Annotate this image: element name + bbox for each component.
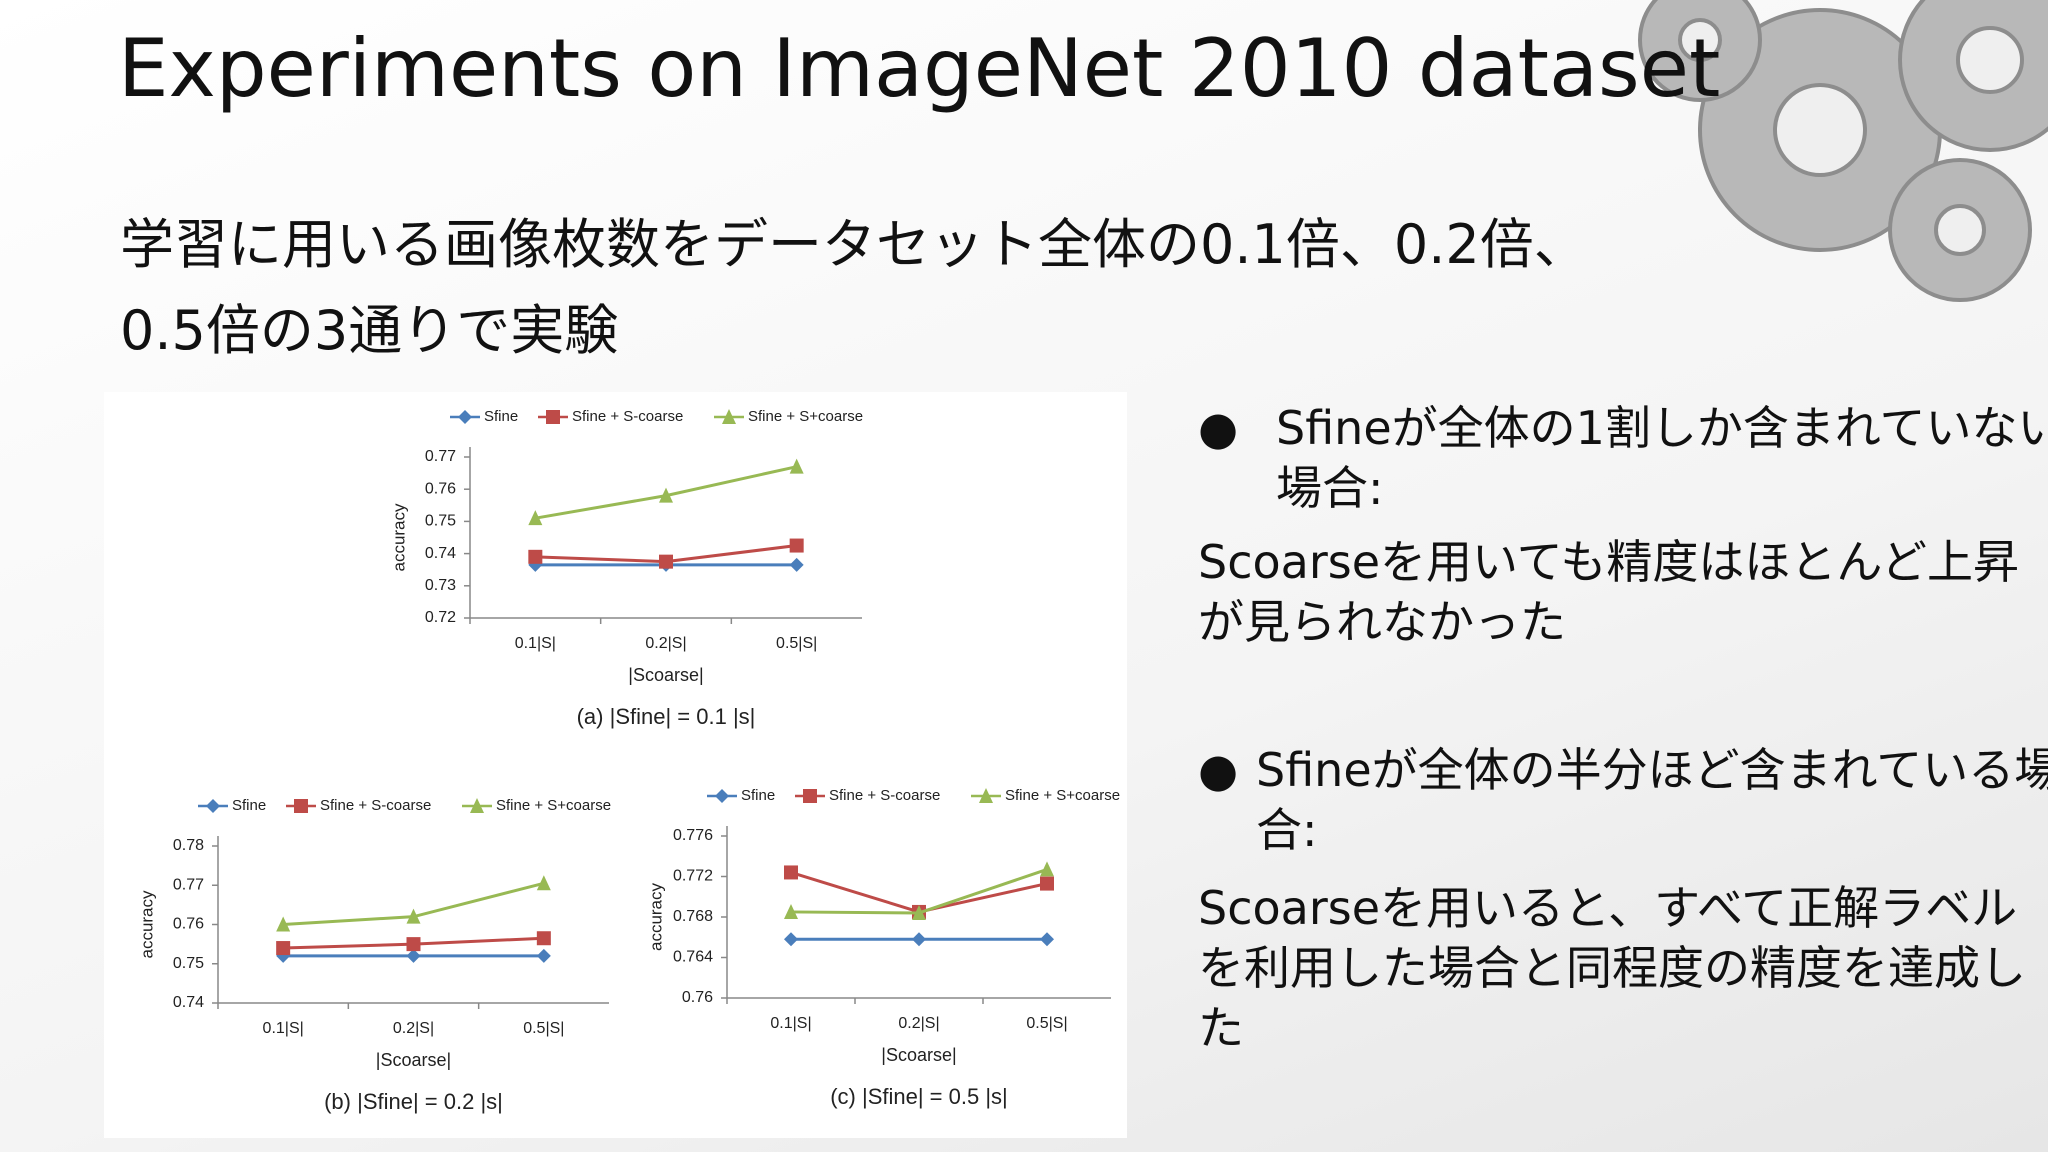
marker xyxy=(912,932,926,947)
y-tick-label: 0.75 xyxy=(173,955,204,972)
marker xyxy=(206,799,220,813)
marker xyxy=(536,931,551,946)
y-tick-label: 0.764 xyxy=(673,949,713,966)
bullet: ● xyxy=(1198,401,1239,455)
x-tick-label: 0.5|S| xyxy=(776,635,817,652)
y-tick-label: 0.76 xyxy=(682,989,713,1006)
subtitle-line: 学習に用いる画像枚数をデータセット全体の0.1倍、0.2倍、 xyxy=(120,213,1588,276)
x-tick-label: 0.5|S| xyxy=(523,1020,564,1037)
bullet: ● xyxy=(1198,743,1239,797)
y-axis-label: accuracy xyxy=(137,890,156,959)
x-tick-label: 0.2|S| xyxy=(898,1015,939,1032)
marker xyxy=(1040,861,1054,877)
legend-label: Sfine xyxy=(741,787,775,804)
note-heading: ● Sfineが全体の半分ほど含まれている場合: xyxy=(1198,740,2048,860)
y-tick-label: 0.75 xyxy=(425,513,456,530)
y-tick-label: 0.77 xyxy=(173,876,204,893)
marker xyxy=(546,410,560,424)
y-tick-label: 0.76 xyxy=(173,916,204,933)
slide-title: Experiments on ImageNet 2010 dataset xyxy=(118,22,1721,115)
marker xyxy=(659,554,673,569)
y-axis-label: accuracy xyxy=(646,882,665,951)
x-axis-label: |Scoarse| xyxy=(628,665,703,685)
marker xyxy=(276,916,291,932)
marker xyxy=(536,948,551,963)
marker xyxy=(536,875,551,891)
figure-panel xyxy=(104,392,1127,1138)
note-body: Scoarseを用いると、すべて正解ラベルを利用した場合と同程度の精度を達成した xyxy=(1198,881,2026,1055)
y-axis-label: accuracy xyxy=(389,503,408,572)
marker xyxy=(979,788,993,803)
caption: (c) |Sfine| = 0.5 |s| xyxy=(830,1084,1008,1109)
marker xyxy=(470,798,484,813)
x-axis-label: |Scoarse| xyxy=(376,1050,451,1070)
marker xyxy=(789,538,804,553)
marker xyxy=(406,948,421,963)
legend-label: Sfine xyxy=(232,797,266,814)
note-heading: ● Sfineが全体の1割しか含まれていない場合: xyxy=(1198,398,2048,518)
marker xyxy=(789,458,804,474)
legend-label: Sfine + S-coarse xyxy=(572,408,683,425)
marker xyxy=(784,865,798,880)
marker xyxy=(458,410,472,424)
marker xyxy=(803,789,817,803)
x-tick-label: 0.5|S| xyxy=(1026,1015,1067,1032)
y-tick-label: 0.74 xyxy=(425,545,456,562)
y-tick-label: 0.73 xyxy=(425,577,456,594)
legend-label: Sfine + S-coarse xyxy=(829,787,940,804)
x-tick-label: 0.1|S| xyxy=(263,1020,304,1037)
y-tick-label: 0.768 xyxy=(673,908,713,925)
marker xyxy=(722,409,736,424)
marker xyxy=(294,799,308,813)
marker xyxy=(715,789,729,803)
marker xyxy=(1040,876,1054,891)
legend-label: Sfine + S+coarse xyxy=(496,797,611,814)
marker xyxy=(789,557,804,572)
marker xyxy=(784,932,798,947)
x-tick-label: 0.2|S| xyxy=(645,635,686,652)
y-tick-label: 0.78 xyxy=(173,837,204,854)
legend-label: Sfine xyxy=(484,408,518,425)
caption: (a) |Sfine| = 0.1 |s| xyxy=(577,704,756,729)
marker xyxy=(528,549,543,564)
marker xyxy=(276,941,291,956)
marker xyxy=(659,487,673,503)
gear-decoration xyxy=(1638,0,2048,302)
note-heading-text: Sfineが全体の半分ほど含まれている場合: xyxy=(1256,743,2048,857)
y-tick-label: 0.772 xyxy=(673,868,713,885)
x-tick-label: 0.2|S| xyxy=(393,1020,434,1037)
marker xyxy=(1040,932,1054,947)
marker xyxy=(406,937,421,952)
legend-label: Sfine + S+coarse xyxy=(748,408,863,425)
marker xyxy=(528,510,543,526)
y-tick-label: 0.76 xyxy=(425,480,456,497)
marker xyxy=(784,903,798,919)
x-tick-label: 0.1|S| xyxy=(770,1015,811,1032)
marker xyxy=(912,904,926,920)
subtitle-line: 0.5倍の3通りで実験 xyxy=(120,299,619,362)
y-tick-label: 0.77 xyxy=(425,448,456,465)
y-tick-label: 0.776 xyxy=(673,827,713,844)
caption: (b) |Sfine| = 0.2 |s| xyxy=(324,1089,503,1114)
legend-label: Sfine + S+coarse xyxy=(1005,787,1120,804)
y-tick-label: 0.72 xyxy=(425,609,456,626)
note-heading-text: Sfineが全体の1割しか含まれていない場合: xyxy=(1276,401,2048,515)
marker xyxy=(406,908,421,924)
x-tick-label: 0.1|S| xyxy=(515,635,556,652)
y-tick-label: 0.74 xyxy=(173,994,204,1011)
x-axis-label: |Scoarse| xyxy=(881,1045,956,1065)
legend-label: Sfine + S-coarse xyxy=(320,797,431,814)
note-body: Scoarseを用いても精度はほとんど上昇が見られなかった xyxy=(1198,535,2019,649)
